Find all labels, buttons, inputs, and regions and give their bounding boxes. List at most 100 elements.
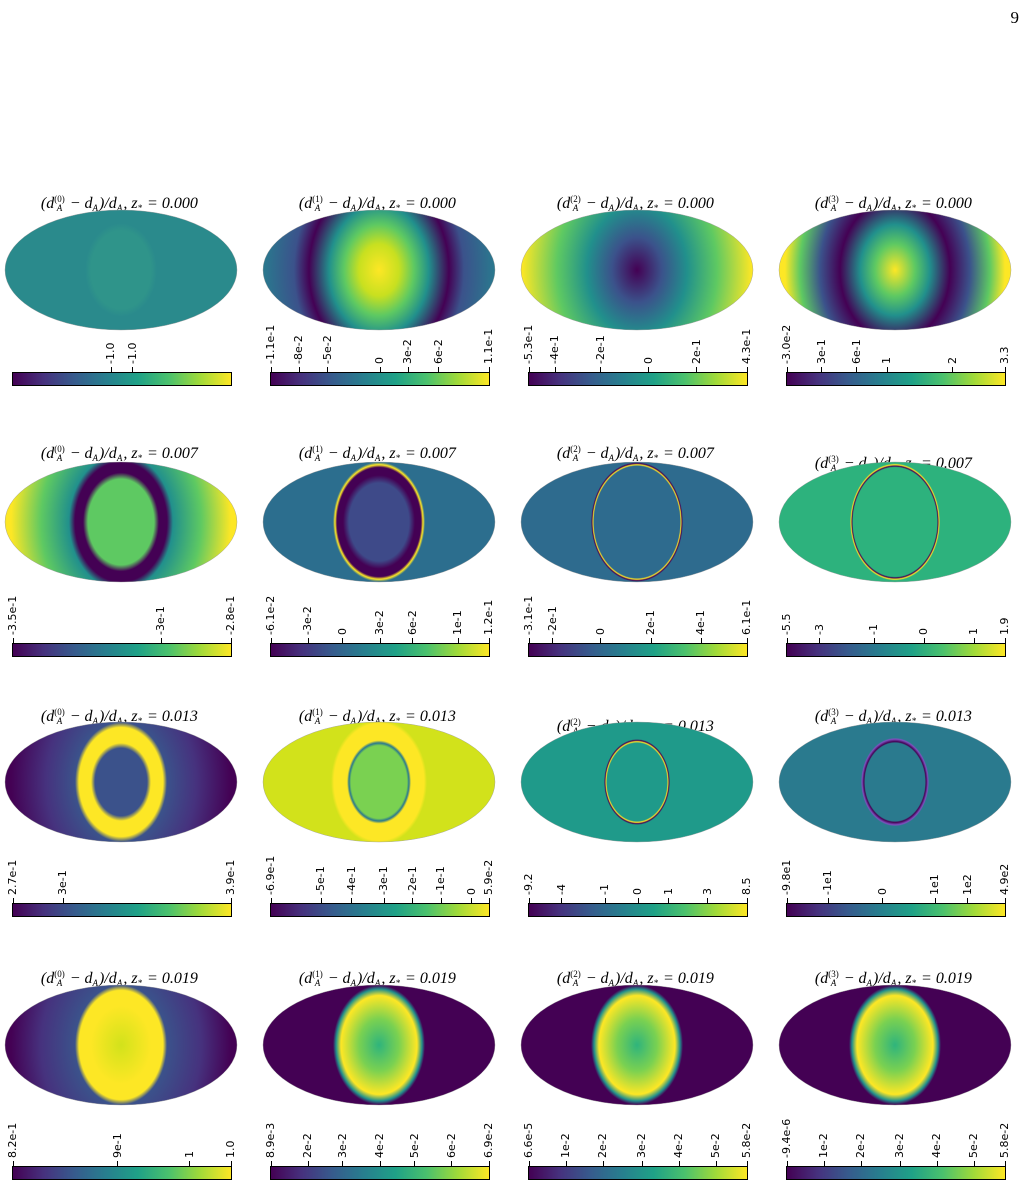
title-text: = 0.007 — [401, 445, 456, 462]
title-script: * — [654, 970, 659, 988]
colorbar-tick — [414, 1161, 416, 1167]
colorbar-tick-label: 5e-2 — [407, 1133, 421, 1158]
title-text: (d — [40, 970, 55, 987]
colorbar-tick-label: -1e-1 — [434, 866, 448, 895]
colorbar-tick — [407, 367, 409, 373]
title-script: A — [891, 195, 897, 213]
colorbar-tick-label: -1e1 — [821, 870, 835, 895]
title-script: * — [912, 708, 917, 726]
title-script: * — [396, 708, 401, 726]
title-text: (d — [298, 970, 313, 987]
colorbar — [528, 903, 748, 917]
title-text: (d — [298, 708, 313, 725]
colorbar-tick — [823, 1161, 825, 1167]
colorbar-tick — [952, 367, 954, 373]
colorbar-tick-label: 0 — [875, 888, 889, 895]
colorbar-tick — [12, 898, 14, 904]
panel-title: (d (3) A − d A)/d A, z * = 0.019 — [766, 970, 1024, 988]
title-text: = 0.000 — [917, 195, 972, 212]
title-script: A — [633, 195, 639, 213]
title-text: − d — [581, 195, 609, 212]
page-number: 9 — [1010, 8, 1020, 27]
title-text: )/d — [873, 195, 891, 212]
colorbar-tick-label: 6e-2 — [444, 1133, 458, 1158]
title-script: A — [867, 708, 873, 726]
title-text: (d — [556, 970, 571, 987]
sky-map — [778, 984, 1012, 1106]
title-sub: A — [56, 716, 63, 727]
colorbar-tick — [715, 1161, 717, 1167]
colorbar-tick-label: -5e-1 — [314, 866, 328, 895]
title-text: , z — [381, 708, 396, 725]
title-sub: * — [395, 978, 401, 989]
title-text: (d — [40, 195, 55, 212]
title-sub: A — [92, 978, 99, 989]
title-text: = 0.000 — [143, 195, 198, 212]
colorbar-tick — [342, 638, 344, 644]
title-script: (0) A — [54, 970, 65, 988]
colorbar-tick-label: -1 — [598, 884, 612, 895]
title-text: (d — [556, 195, 571, 212]
title-text: , z — [897, 195, 912, 212]
title-text: (d — [40, 445, 55, 462]
title-script: * — [396, 970, 401, 988]
colorbar-tick-label: 1.9 — [998, 617, 1011, 636]
colorbar-tick — [528, 367, 530, 373]
colorbar-tick-label: 0 — [641, 357, 655, 364]
colorbar-tick — [882, 898, 884, 904]
title-script: A — [375, 195, 381, 213]
title-text: (d — [556, 718, 571, 735]
title-script: A — [633, 445, 639, 463]
colorbar — [12, 372, 232, 386]
panel-title: (d (2) A − d A)/d A, z * = 0.019 — [508, 970, 766, 988]
title-sup: (3) — [828, 969, 839, 980]
colorbar-tick — [967, 898, 969, 904]
colorbar-tick-label: -1.0 — [104, 342, 118, 364]
colorbar — [786, 1166, 1006, 1180]
title-sup: (2) — [570, 969, 581, 980]
title-script: A — [93, 708, 99, 726]
title-text: = 0.007 — [659, 445, 714, 462]
colorbar-tick — [1004, 1161, 1006, 1167]
title-text: (d — [298, 445, 313, 462]
sky-map — [262, 984, 496, 1106]
title-script: (3) A — [828, 970, 839, 988]
panel-title: (d (2) A − d A)/d A, z * = 0.007 — [508, 445, 766, 463]
title-script: * — [138, 195, 143, 213]
title-script: A — [375, 970, 381, 988]
title-script: A — [891, 970, 897, 988]
colorbar-tick — [471, 898, 473, 904]
colorbar-tick-label: 2e-2 — [854, 1133, 868, 1158]
title-sub: A — [374, 978, 381, 989]
title-sup: (0) — [54, 194, 65, 205]
title-script: * — [912, 970, 917, 988]
panel-title: (d (1) A − d A)/d A, z * = 0.000 — [250, 195, 508, 213]
colorbar-tick — [307, 1161, 309, 1167]
title-script: A — [609, 445, 615, 463]
colorbar-tick-label: 2e-1 — [689, 339, 703, 364]
title-script: A — [633, 970, 639, 988]
title-sub: * — [137, 203, 143, 214]
title-text: − d — [581, 445, 609, 462]
colorbar — [528, 372, 748, 386]
title-sub: A — [116, 978, 123, 989]
colorbar-tick-label: 5e-2 — [709, 1133, 723, 1158]
colorbar-tick — [110, 367, 112, 373]
colorbar-tick-label: 9e-1 — [110, 1133, 124, 1158]
title-script: (1) A — [312, 445, 323, 463]
title-script: (0) A — [54, 445, 65, 463]
colorbar — [528, 1166, 748, 1180]
colorbar-tick — [827, 898, 829, 904]
title-text: = 0.019 — [917, 970, 972, 987]
title-sub: A — [608, 203, 615, 214]
title-text: − d — [65, 195, 93, 212]
title-text: )/d — [357, 708, 375, 725]
colorbar — [12, 643, 232, 657]
colorbar-tick-label: -4 — [554, 884, 568, 895]
colorbar — [270, 643, 490, 657]
title-script: A — [609, 195, 615, 213]
title-text: )/d — [873, 708, 891, 725]
colorbar-tick — [668, 898, 670, 904]
colorbar-tick-label: -6.1e-2 — [264, 595, 277, 635]
title-script — [714, 450, 716, 459]
